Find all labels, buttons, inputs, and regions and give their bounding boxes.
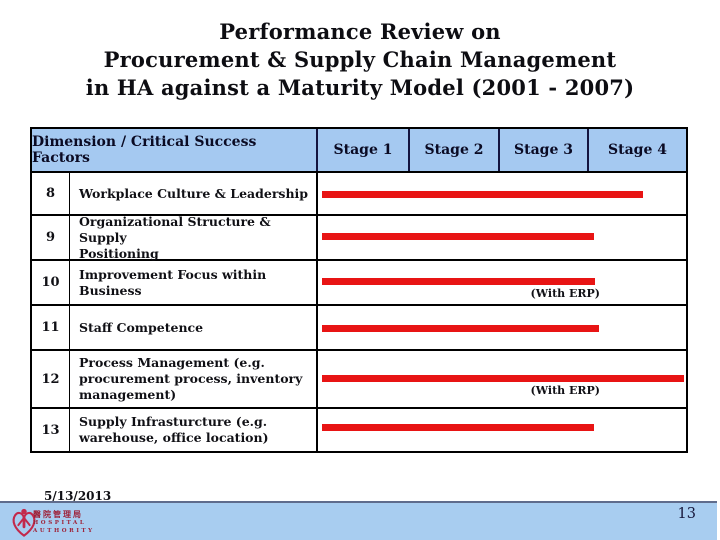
- hospital-authority-heart-logo-icon: [12, 508, 36, 537]
- with-erp-annotation: (With ERP): [530, 287, 600, 300]
- row-bar-cell: (With ERP): [318, 261, 686, 304]
- row-bar-cell: [318, 216, 686, 259]
- row-number: 11: [32, 306, 70, 349]
- page-number: 13: [677, 506, 696, 522]
- maturity-bar: [322, 233, 594, 240]
- row-factor-label: Improvement Focus within Business: [70, 261, 318, 304]
- maturity-bar: [322, 325, 599, 332]
- table-row: 12 Process Management (e.g. procurement …: [32, 349, 686, 407]
- table-row: 13 Supply Infrasturcture (e.g. warehouse…: [32, 407, 686, 451]
- header-cell-stage-4: Stage 4: [608, 142, 667, 158]
- logo-chinese-name: 醫院管理局: [33, 509, 83, 519]
- maturity-bar: [322, 424, 594, 431]
- row-number: 12: [32, 351, 70, 407]
- title-line-3: in HA against a Maturity Model (2001 - 2…: [85, 75, 635, 100]
- maturity-bar: [322, 191, 643, 198]
- row-bar-cell: (With ERP): [318, 351, 686, 407]
- logo-english-line1: HOSPITAL: [33, 520, 87, 526]
- maturity-table: Dimension / Critical Success Factors Sta…: [30, 127, 688, 453]
- title-line-1: Performance Review on: [219, 19, 501, 44]
- slide-title: Performance Review on Procurement & Supp…: [0, 18, 720, 102]
- header-cell-stage-2: Stage 2: [410, 129, 500, 171]
- logo-english-line2: AUTHORITY: [33, 528, 95, 534]
- title-line-2: Procurement & Supply Chain Management: [103, 47, 617, 72]
- with-erp-annotation: (With ERP): [530, 384, 600, 397]
- row-number: 8: [32, 173, 70, 214]
- row-bar-cell: [318, 306, 686, 349]
- table-row: 9 Organizational Structure & Supply Posi…: [32, 214, 686, 261]
- header-cell-stage-1: Stage 1: [318, 129, 410, 171]
- row-number: 13: [32, 409, 70, 451]
- row-factor-label: Workplace Culture & Leadership: [70, 173, 318, 214]
- row-bar-cell: [318, 409, 686, 451]
- row-factor-label: Staff Competence: [70, 306, 318, 349]
- footer-bar: 醫院管理局 HOSPITAL AUTHORITY 13: [0, 501, 717, 540]
- row-factor-label: Organizational Structure & Supply Positi…: [70, 214, 318, 261]
- maturity-bar: [322, 278, 595, 285]
- row-bar-cell: [318, 173, 686, 214]
- hospital-authority-logo-text: 醫院管理局 HOSPITAL AUTHORITY: [33, 510, 95, 534]
- table-row: 11 Staff Competence: [32, 304, 686, 349]
- header-cell-stage-3: Stage 3: [500, 129, 589, 171]
- row-factor-label: Process Management (e.g. procurement pro…: [70, 351, 318, 407]
- maturity-bar: [322, 375, 684, 382]
- table-row: 8 Workplace Culture & Leadership: [32, 171, 686, 214]
- table-header-row: Dimension / Critical Success Factors Sta…: [32, 129, 686, 171]
- table-row: 10 Improvement Focus within Business (Wi…: [32, 259, 686, 304]
- row-factor-label: Supply Infrasturcture (e.g. warehouse, o…: [70, 409, 318, 451]
- row-number: 10: [32, 261, 70, 304]
- row-number: 9: [32, 216, 70, 259]
- header-cell-factors: Dimension / Critical Success Factors: [32, 129, 318, 171]
- footer-date: 5/13/2013: [44, 489, 112, 503]
